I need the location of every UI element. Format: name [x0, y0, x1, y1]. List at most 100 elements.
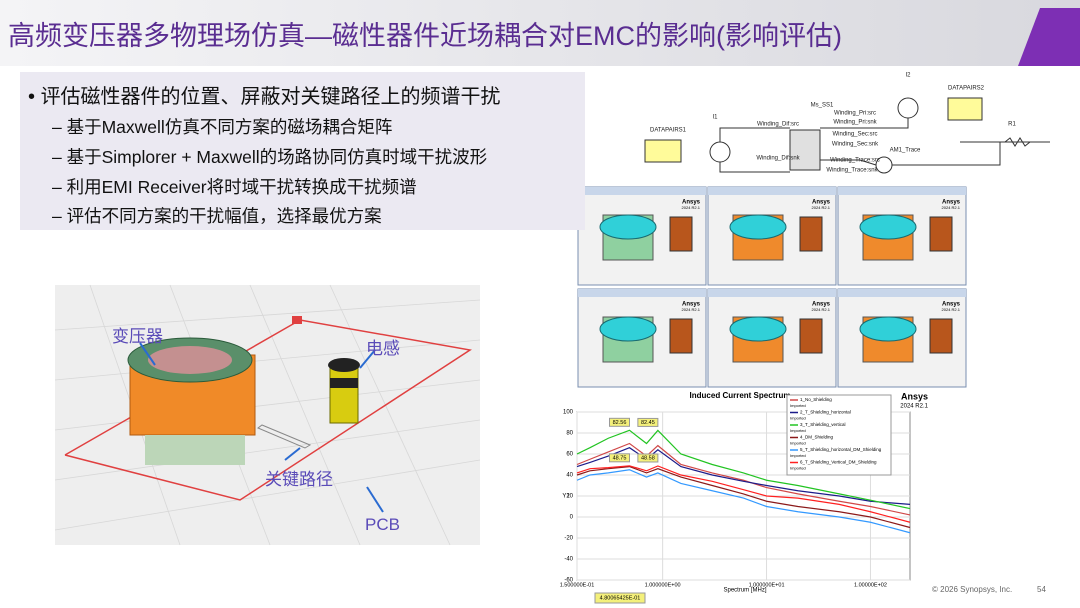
- marker-box: [637, 417, 659, 427]
- schematic-label: Winding_Dif:snk: [756, 156, 800, 162]
- model-view: [54, 284, 481, 546]
- schematic-label: Winding_Trace:snk: [826, 168, 878, 174]
- winding-model: [729, 214, 787, 240]
- y-tick-label: 80: [566, 431, 573, 437]
- legend-source: Imported: [790, 403, 806, 408]
- series-line: [576, 442, 911, 516]
- winding-model: [599, 316, 657, 342]
- view-titlebar: [838, 187, 966, 195]
- schematic-label: Winding_Dif:src: [757, 122, 799, 128]
- y-tick-label: -20: [564, 536, 573, 542]
- view-version: 2024 R2.1: [942, 205, 961, 210]
- view-version: 2024 R2.1: [942, 307, 961, 312]
- legend-source: Imported: [790, 441, 806, 446]
- marker-label: 48.75: [613, 455, 627, 461]
- legend-source: Imported: [790, 466, 806, 471]
- view-titlebar: [708, 289, 836, 297]
- schematic-label: Winding_Trace:src: [830, 158, 880, 164]
- chart-brand: Ansys: [901, 391, 928, 401]
- marker-box: [608, 453, 630, 463]
- bullet-item: – 基于Simplorer + Maxwell的场路协同仿真时域干扰波形: [52, 147, 488, 167]
- chart-version: 2024 R2.1: [900, 404, 928, 410]
- bullet-item: – 利用EMI Receiver将时域干扰转换成干扰频谱: [52, 177, 417, 197]
- legend-entry: 6_T_Shielding_Vertical_DM_Shielding: [800, 460, 877, 465]
- view-brand: Ansys: [942, 200, 961, 206]
- y-tick-label: -40: [564, 557, 573, 563]
- series-line: [576, 469, 911, 534]
- slide-title: 高频变压器多物理场仿真—磁性器件近场耦合对EMC的影响(影响评估): [8, 21, 842, 51]
- schematic-label: I1: [712, 115, 718, 121]
- page-number: 54: [1037, 585, 1046, 594]
- schematic: [644, 97, 1050, 174]
- bullet-text: 利用EMI Receiver将时域干扰转换成干扰频谱: [66, 177, 417, 197]
- winding-model: [729, 316, 787, 342]
- view-brand: Ansys: [682, 200, 701, 206]
- model-label: PCB: [365, 515, 400, 534]
- x-tick-label: 1.00000E+02: [854, 582, 887, 588]
- schematic-label: DATAPAIRS1: [650, 128, 687, 134]
- x-tick-label: 1.000000E+01: [749, 582, 785, 588]
- marker-label: 82.56: [613, 420, 627, 426]
- model-label: 关键路径: [265, 470, 333, 489]
- bullet-item: – 评估不同方案的干扰幅值，选择最优方案: [52, 206, 382, 226]
- bullet-item: – 基于Maxwell仿真不同方案的磁场耦合矩阵: [52, 117, 393, 137]
- winding-model: [859, 316, 917, 342]
- copyright: © 2026 Synopsys, Inc.: [932, 585, 1013, 594]
- legend-entry: 1_No_Shielding: [800, 397, 832, 402]
- legend-source: Imported: [790, 416, 806, 421]
- cursor-label: 4.80065425E-01: [600, 595, 641, 601]
- title-bar: [0, 0, 1080, 66]
- bullet-text: 评估不同方案的干扰幅值，选择最优方案: [66, 206, 382, 226]
- y-tick-label: 40: [566, 473, 573, 479]
- schematic-label: Winding_Pri:src: [834, 111, 876, 117]
- view-brand: Ansys: [682, 302, 701, 308]
- legend-source: Imported: [790, 428, 806, 433]
- y-tick-label: -60: [564, 578, 573, 584]
- bullet-text: 评估磁性器件的位置、屏蔽对关键路径上的频谱干扰: [40, 86, 501, 108]
- view-brand: Ansys: [812, 302, 831, 308]
- y-tick-label: 100: [563, 410, 574, 416]
- inductor-model: [799, 216, 823, 252]
- schematic-label: Winding_Sec:src: [832, 132, 877, 138]
- marker-label: 48.58: [641, 455, 655, 461]
- series-line: [576, 429, 911, 510]
- view-titlebar: [578, 289, 706, 297]
- legend-entry: 5_T_Shielding_horizontal_DM_Shielding: [800, 447, 882, 452]
- model-label: 电感: [366, 339, 400, 358]
- y-axis-label: Y1: [562, 494, 570, 500]
- spectrum-chart: -60 -40 -20 0 20 40 60 80 100 1.500000E-01 1.00000…: [560, 391, 929, 604]
- x-tick-label: 1.000000E+00: [645, 582, 681, 588]
- schematic-label: AM1_Trace: [890, 148, 921, 154]
- view-titlebar: [578, 187, 706, 195]
- view-titlebar: [708, 187, 836, 195]
- chart-title: Induced Current Spectrum: [690, 391, 791, 400]
- legend-entry: 2_T_Shielding_horizontal: [800, 410, 851, 415]
- view-version: 2024 R2.1: [812, 205, 831, 210]
- marker-label: 82.45: [641, 420, 655, 426]
- y-tick-label: 60: [566, 452, 573, 458]
- cursor-box: [594, 592, 646, 604]
- marker-box: [608, 417, 630, 427]
- schematic-label: Winding_Sec:snk: [832, 142, 879, 148]
- series-line: [576, 465, 911, 529]
- model-label: 变压器: [112, 327, 163, 346]
- schematic-label: DATAPAIRS2: [948, 86, 985, 92]
- x-axis-label: Spectrum [MHz]: [723, 588, 766, 594]
- inductor-model: [669, 318, 693, 354]
- inductor-model: [799, 318, 823, 354]
- legend-source: Imported: [790, 453, 806, 458]
- x-tick-label: 1.500000E-01: [560, 582, 595, 588]
- legend-box: [786, 394, 892, 476]
- inductor-model: [929, 318, 953, 354]
- view-brand: Ansys: [812, 200, 831, 206]
- series-line: [576, 465, 911, 523]
- winding-model: [599, 214, 657, 240]
- bullet-text: 基于Maxwell仿真不同方案的磁场耦合矩阵: [66, 117, 393, 137]
- marker-box: [637, 453, 659, 463]
- inductor-model: [929, 216, 953, 252]
- inductor-model: [669, 216, 693, 252]
- y-tick-label: 20: [566, 494, 573, 500]
